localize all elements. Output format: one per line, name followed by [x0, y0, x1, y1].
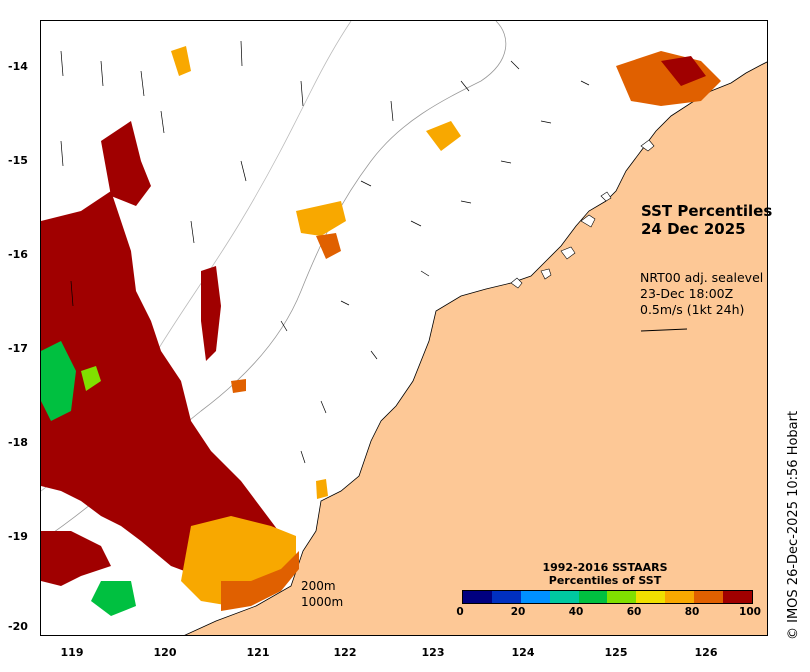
colorbar-segment	[607, 591, 637, 603]
isobath-legend: 200m 1000m	[301, 578, 343, 610]
current-vectors	[60, 40, 688, 464]
vector-legend-line-1: NRT00 adj. sealevel	[640, 270, 764, 285]
isobath-label-1000: 1000m	[301, 595, 344, 609]
lat-tick-label: -20	[8, 620, 28, 633]
credit-text: © IMOS 26-Dec-2025 10:56 Hobart	[786, 410, 801, 640]
vector-legend: NRT00 adj. sealevel 23-Dec 18:00Z 0.5m/s…	[640, 270, 763, 318]
coast-islands	[510, 139, 655, 289]
map-title: SST Percentiles 24 Dec 2025	[641, 202, 772, 238]
lon-tick-label: 121	[246, 646, 270, 659]
colorbar-segment	[491, 591, 521, 603]
sst-patches	[41, 46, 721, 616]
colorbar-label: 40	[568, 606, 584, 618]
colorbar-title: 1992-2016 SSTAARS Percentiles of SST	[500, 561, 710, 587]
map-canvas	[41, 21, 767, 635]
colorbar	[462, 590, 753, 604]
lon-tick-label: 120	[153, 646, 177, 659]
colorbar-segment	[694, 591, 724, 603]
colorbar-label: 80	[684, 606, 700, 618]
lat-tick-label: -15	[8, 154, 28, 167]
isobath-label-200: 200m	[301, 579, 336, 593]
colorbar-segment	[636, 591, 666, 603]
lat-tick-label: -16	[8, 248, 28, 261]
vector-legend-line-2: 23-Dec 18:00Z	[640, 286, 734, 301]
lat-tick-label: -14	[8, 60, 28, 73]
colorbar-label: 60	[626, 606, 642, 618]
colorbar-segment	[463, 591, 492, 603]
title-line-1: SST Percentiles	[641, 202, 773, 220]
colorbar-label: 0	[456, 606, 464, 618]
colorbar-segment	[520, 591, 550, 603]
lon-tick-label: 119	[60, 646, 84, 659]
title-line-2: 24 Dec 2025	[641, 220, 746, 238]
lon-tick-label: 126	[694, 646, 718, 659]
colorbar-label: 20	[510, 606, 526, 618]
colorbar-segment	[665, 591, 695, 603]
lat-tick-label: -17	[8, 342, 28, 355]
vector-legend-line-3: 0.5m/s (1kt 24h)	[640, 302, 745, 317]
colorbar-segment	[549, 591, 579, 603]
lon-tick-label: 122	[333, 646, 357, 659]
lat-tick-label: -19	[8, 530, 28, 543]
lat-tick-label: -18	[8, 436, 28, 449]
colorbar-label: 100	[739, 606, 761, 618]
lon-tick-label: 125	[604, 646, 628, 659]
colorbar-title-line-2: Percentiles of SST	[548, 574, 662, 587]
colorbar-segment	[723, 591, 752, 603]
colorbar-title-line-1: 1992-2016 SSTAARS	[542, 561, 668, 574]
lon-tick-label: 123	[421, 646, 445, 659]
map-frame[interactable]	[40, 20, 768, 636]
lon-tick-label: 124	[511, 646, 535, 659]
colorbar-segment	[578, 591, 608, 603]
